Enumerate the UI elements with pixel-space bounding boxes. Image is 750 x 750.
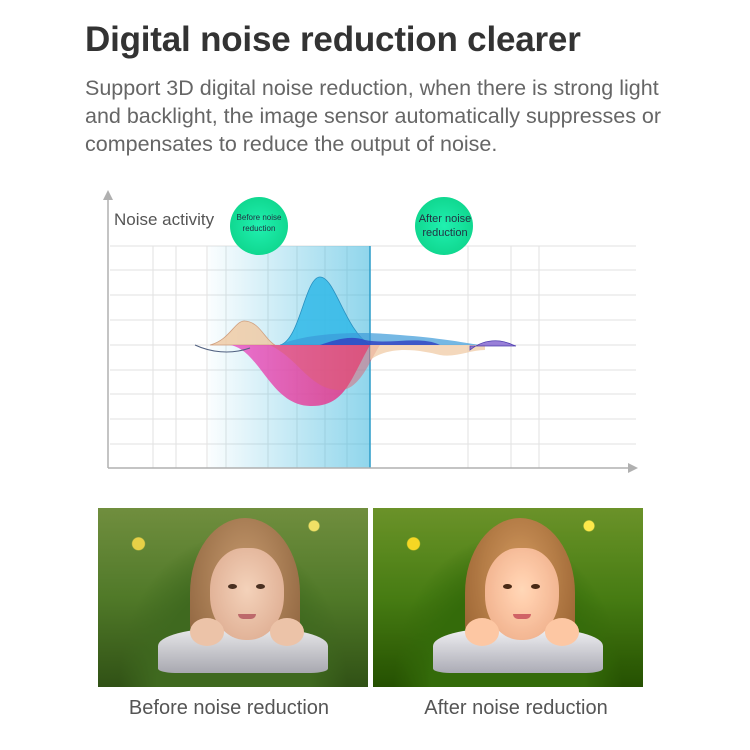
after-photo (373, 508, 643, 687)
before-badge (230, 197, 288, 255)
before-photo (98, 508, 368, 687)
page-title: Digital noise reduction clearer (85, 20, 581, 59)
x-axis-arrow-icon (628, 463, 638, 473)
after-badge (415, 197, 473, 255)
description: Support 3D digital noise reduction, when… (85, 76, 662, 156)
after-badge-label: After noise reduction (418, 213, 472, 239)
noise-diagram: Noise activity Before noise reduction Af… (103, 190, 638, 473)
y-axis-arrow-icon (103, 190, 113, 200)
before-badge-label: Before noise reduction (236, 213, 282, 233)
y-axis-label: Noise activity (114, 210, 215, 229)
axes (103, 190, 638, 473)
after-caption: After noise reduction (424, 697, 608, 719)
before-caption: Before noise reduction (128, 697, 330, 719)
noise-waves (194, 276, 517, 407)
